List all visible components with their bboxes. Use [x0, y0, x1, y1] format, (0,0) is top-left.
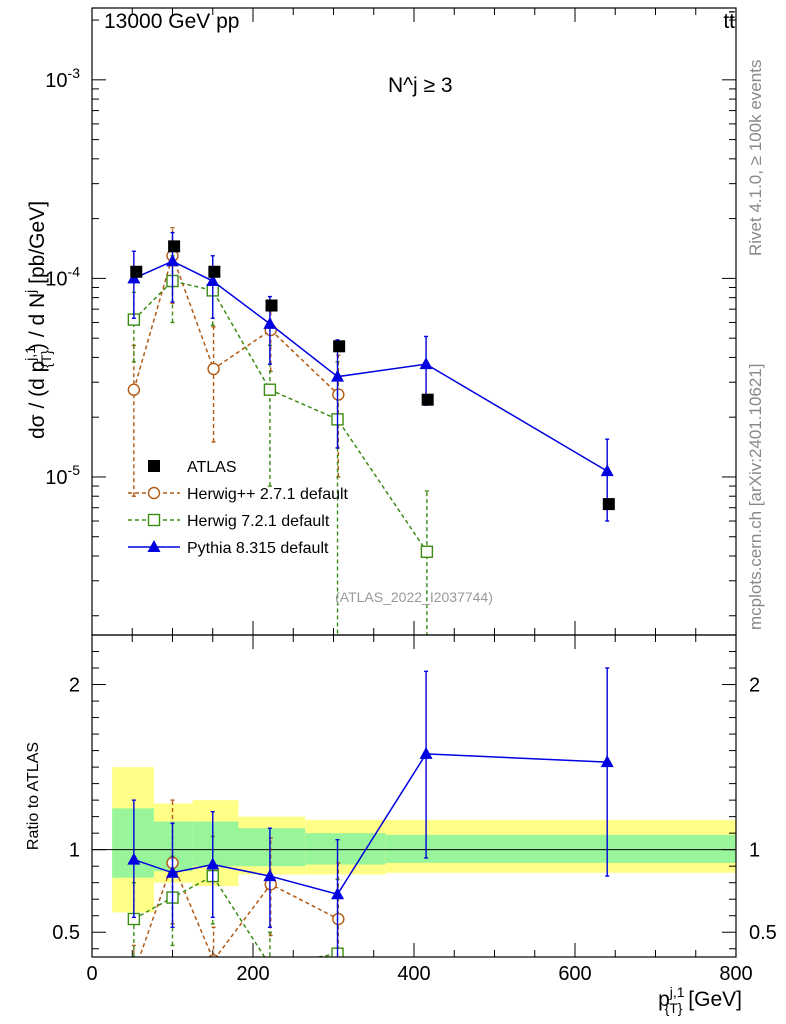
legend-label: ATLAS: [187, 459, 237, 476]
data-point: [166, 254, 179, 267]
data-point: [208, 265, 221, 278]
ratio-y-tick-label-right: 1: [749, 840, 760, 862]
band-green: [385, 834, 736, 863]
main-series-layer: [127, 227, 615, 635]
legend-marker: [147, 486, 161, 500]
data-point: [602, 498, 615, 511]
x-tick-label: 400: [397, 963, 430, 985]
legend-item: Pythia 8.315 default: [128, 540, 329, 557]
data-point: [166, 865, 179, 878]
header-energy-label: 13000 GeV pp: [104, 10, 239, 33]
data-point: [207, 362, 220, 376]
y-tick-label: 10-5: [45, 462, 80, 489]
legend-label: Pythia 8.315 default: [187, 540, 329, 557]
data-point: [421, 393, 434, 406]
x-tick-label: 600: [558, 963, 591, 985]
data-point: [206, 274, 220, 287]
series-main-1: [127, 227, 345, 497]
legend-item: ATLAS: [148, 459, 237, 476]
main-panel: 10-3 10-4 10-5 N^j ≥ 3 (ATLAS_2022_I203774…: [22, 7, 737, 636]
legend-label: Herwig++ 2.7.1 default: [187, 486, 349, 503]
y-tick-label: 10-3: [45, 65, 80, 92]
band-green: [192, 821, 239, 867]
series-line: [133, 253, 339, 396]
ratio-panel: 0.5 0.5 1 1 2 2 0 200 400 600 800 Ratio to ATLAS p…: [25, 634, 777, 1016]
data-point: [263, 869, 277, 882]
data-point: [331, 369, 345, 382]
data-point: [206, 857, 220, 870]
legend-marker: [147, 540, 161, 552]
rivet-version-note: Rivet 4.1.0, ≥ 100k events: [746, 60, 765, 256]
main-axes: 10-3 10-4 10-5: [45, 8, 737, 635]
data-point: [419, 746, 433, 759]
ratio-series-layer: [127, 667, 614, 979]
main-title: N^j ≥ 3: [388, 74, 453, 97]
ratio-uncertainty-bands: [112, 767, 736, 913]
data-point: [130, 265, 143, 278]
y-tick-label: 10-4: [45, 263, 80, 290]
main-y-axis-label: dσ / (d pj,1{T}) / d Nj [pb/GeV]: [22, 201, 54, 439]
ratio-y-tick-label-right: 2: [749, 675, 760, 697]
data-point: [419, 357, 433, 370]
series-line: [133, 875, 338, 957]
data-point: [332, 912, 345, 926]
series-line: [133, 260, 608, 472]
x-axis-label: pj,1 {T} [GeV]: [658, 984, 742, 1016]
band-green: [238, 828, 306, 867]
data-point: [127, 852, 141, 865]
data-point: [333, 340, 346, 353]
data-point: [263, 316, 277, 329]
legend-item: Herwig 7.2.1 default: [128, 513, 330, 530]
series-ratio-2: [127, 667, 614, 957]
ratio-y-tick-label: 1: [69, 840, 80, 862]
x-tick-label: 0: [86, 963, 97, 985]
series-line: [133, 280, 428, 553]
ratio-y-axis-label: Ratio to ATLAS: [25, 742, 42, 850]
series-main-2: [127, 255, 434, 635]
data-point: [420, 545, 434, 558]
data-point: [263, 383, 277, 396]
series-line: [138, 860, 339, 957]
data-point: [331, 887, 345, 900]
legend-label: Herwig 7.2.1 default: [187, 513, 330, 530]
header-process-label: tt̄: [723, 10, 735, 33]
data-point: [128, 968, 139, 979]
mcplots-credit-note: mcplots.cern.ch [arXiv:2401.10621]: [746, 364, 765, 630]
legend: ATLAS Herwig++ 2.7.1 default Herwig 7.2.1 …: [128, 459, 349, 557]
series-main-3: [127, 231, 614, 522]
analysis-watermark: (ATLAS_2022_I2037744): [335, 589, 493, 605]
legend-item: Herwig++ 2.7.1 default: [128, 486, 349, 503]
data-point: [600, 755, 614, 768]
data-point: [127, 383, 141, 396]
legend-marker: [148, 460, 160, 472]
ratio-y-tick-label: 0.5: [52, 922, 80, 944]
ratio-y-tick-label: 2: [69, 675, 80, 697]
legend-marker: [147, 513, 161, 527]
ratio-frame: [91, 634, 737, 958]
x-tick-label: 200: [236, 963, 269, 985]
ratio-y-tick-label-right: 0.5: [749, 922, 777, 944]
band-green: [112, 808, 154, 878]
data-point: [600, 464, 614, 477]
data-point: [265, 299, 278, 312]
series-main-0: [130, 240, 615, 511]
data-point: [168, 240, 181, 253]
series-ratio-0: [128, 799, 345, 979]
x-tick-label: 800: [719, 963, 752, 985]
data-point: [332, 388, 345, 401]
